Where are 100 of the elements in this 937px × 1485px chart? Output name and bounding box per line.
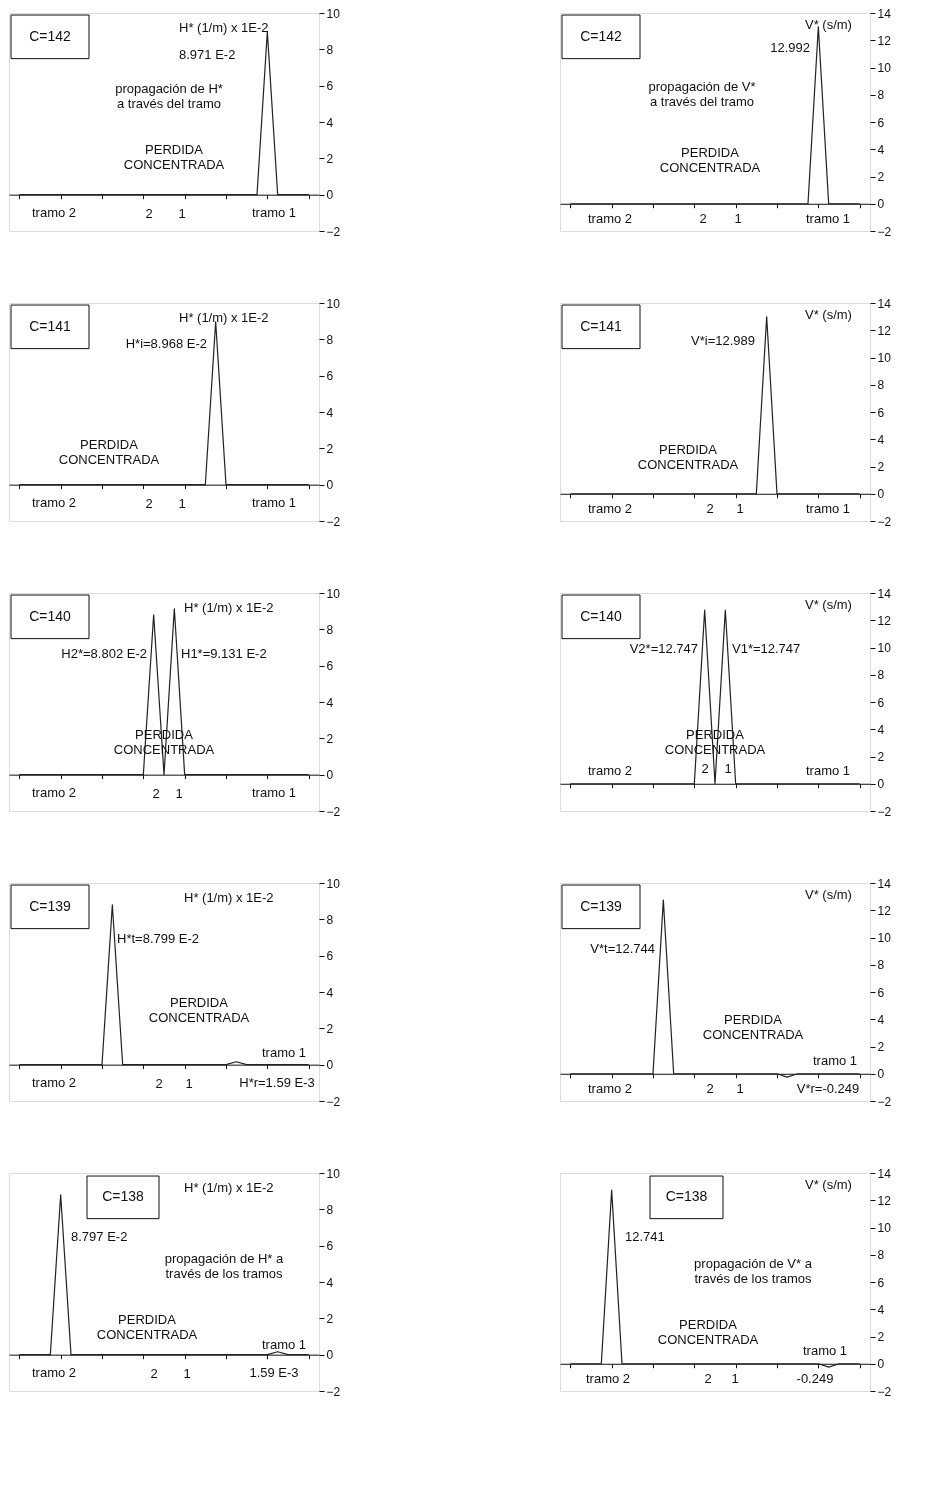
y-tick-label: 14 <box>877 586 892 601</box>
y-tick-label: 2 <box>877 170 885 184</box>
y-tick-label: 4 <box>877 1012 885 1027</box>
annotation: H*t=8.799 E-2 <box>117 930 200 946</box>
annotation: 2 <box>150 1365 158 1381</box>
text: C=141 <box>580 317 623 334</box>
annotation: 2 <box>152 785 160 801</box>
annotation: tramo 2 <box>587 210 633 226</box>
annotation: tramo 1 <box>261 1337 307 1353</box>
annotation: propagación de V* a través de los tramos <box>694 1256 813 1287</box>
y-tick-label: 10 <box>877 641 892 655</box>
y-tick-label: 4 <box>326 985 334 1000</box>
y-tick-label: 2 <box>326 441 334 456</box>
y-tick-label: 8 <box>326 912 334 927</box>
text: C=140 <box>29 607 72 624</box>
annotation: 12.992 <box>770 40 810 56</box>
y-tick-label: −2 <box>326 224 341 239</box>
annotation: V*r=-0.249 <box>796 1080 860 1096</box>
annotation: tramo 2 <box>587 500 633 516</box>
annotation: PERDIDA CONCENTRADA <box>96 1312 198 1343</box>
y-tick-label: 6 <box>326 1239 334 1254</box>
y-tick-label: 4 <box>877 722 885 737</box>
annotation: V2*=12.747 <box>629 640 698 656</box>
annotation: H1*=9.131 E-2 <box>181 645 267 661</box>
annotation: propagación de V* a través del tramo <box>648 79 756 110</box>
y-tick-label: 10 <box>326 6 341 21</box>
annotation: tramo 1 <box>802 1343 848 1359</box>
y-tick-label: 6 <box>326 79 334 94</box>
annotation: PERDIDA CONCENTRADA <box>657 1317 759 1348</box>
y-axis-title: H* (1/m) x 1E-2 <box>184 890 274 906</box>
annotation: tramo 2 <box>587 763 633 779</box>
annotation: tramo 2 <box>585 1370 631 1386</box>
annotation: 1 <box>183 1365 191 1381</box>
annotation: tramo 2 <box>31 784 77 800</box>
y-tick-label: 14 <box>877 1166 892 1181</box>
annotation: tramo 2 <box>31 204 77 220</box>
y-tick-label: 0 <box>326 1348 334 1363</box>
y-tick-label: 0 <box>326 1058 334 1073</box>
annotation: 1.59 E-3 <box>249 1364 299 1380</box>
annotation: V1*=12.747 <box>732 640 801 656</box>
y-tick-label: 2 <box>326 1021 334 1036</box>
y-tick-label: 2 <box>877 1330 885 1344</box>
y-tick-label: 12 <box>877 613 892 628</box>
y-tick-label: 10 <box>877 61 892 75</box>
annotation: 2 <box>701 761 709 777</box>
y-tick-label: 6 <box>877 405 885 420</box>
y-tick-label: −2 <box>326 1384 341 1399</box>
y-tick-label: 8 <box>877 958 885 973</box>
annotation: 2 <box>145 205 153 221</box>
y-tick-label: 6 <box>877 1275 885 1290</box>
y-tick-label: 2 <box>877 750 885 764</box>
y-tick-label: 4 <box>326 405 334 420</box>
annotation: 2 <box>706 1080 714 1096</box>
y-tick-label: 8 <box>877 1248 885 1263</box>
y-tick-label: 12 <box>877 1193 892 1208</box>
y-tick-label: 4 <box>326 695 334 710</box>
y-tick-label: −2 <box>877 1094 892 1109</box>
text: C=140 <box>580 607 623 624</box>
annotation: tramo 1 <box>805 500 851 516</box>
y-tick-label: 4 <box>326 115 334 130</box>
annotation: tramo 1 <box>805 763 851 779</box>
y-tick-label: 8 <box>877 668 885 683</box>
annotation: tramo 1 <box>261 1045 307 1061</box>
annotation: tramo 2 <box>31 1364 77 1380</box>
text: C=138 <box>102 1188 145 1205</box>
y-tick-label: 10 <box>326 876 341 891</box>
y-tick-label: 14 <box>877 6 892 21</box>
y-axis-title: V* (s/m) <box>805 1177 852 1193</box>
text: C=142 <box>29 27 72 44</box>
text: C=141 <box>29 317 72 334</box>
annotation: 2 <box>704 1370 712 1386</box>
y-tick-label: 14 <box>877 876 892 891</box>
y-tick-label: 12 <box>877 323 892 338</box>
annotation: V*i=12.989 <box>691 332 755 348</box>
text: C=139 <box>29 897 72 914</box>
y-tick-label: 8 <box>326 332 334 347</box>
y-tick-label: 8 <box>326 1202 334 1217</box>
y-tick-label: 0 <box>326 768 334 783</box>
y-tick-label: 8 <box>877 378 885 393</box>
y-axis-title: H* (1/m) x 1E-2 <box>179 20 269 36</box>
y-tick-label: 0 <box>877 1067 885 1082</box>
annotation: propagación de H* a través de los tramos <box>164 1251 285 1282</box>
annotation: PERDIDA CONCENTRADA <box>58 436 160 467</box>
annotation: PERDIDA CONCENTRADA <box>702 1011 804 1042</box>
annotation: tramo 2 <box>587 1080 633 1096</box>
y-tick-label: −2 <box>877 804 892 819</box>
annotation: 2 <box>155 1075 163 1091</box>
y-tick-label: 10 <box>877 351 892 365</box>
y-tick-label: 4 <box>877 142 885 157</box>
annotation: 8.971 E-2 <box>179 46 236 62</box>
annotation: PERDIDA CONCENTRADA <box>659 144 761 175</box>
annotation: PERDIDA CONCENTRADA <box>123 141 225 172</box>
y-tick-label: 8 <box>877 88 885 103</box>
annotation: tramo 1 <box>251 494 297 510</box>
y-tick-label: 4 <box>877 432 885 447</box>
text: C=138 <box>665 1188 708 1205</box>
text: C=139 <box>580 897 623 914</box>
y-tick-label: −2 <box>877 224 892 239</box>
annotation: tramo 1 <box>251 204 297 220</box>
y-tick-label: 4 <box>877 1302 885 1317</box>
